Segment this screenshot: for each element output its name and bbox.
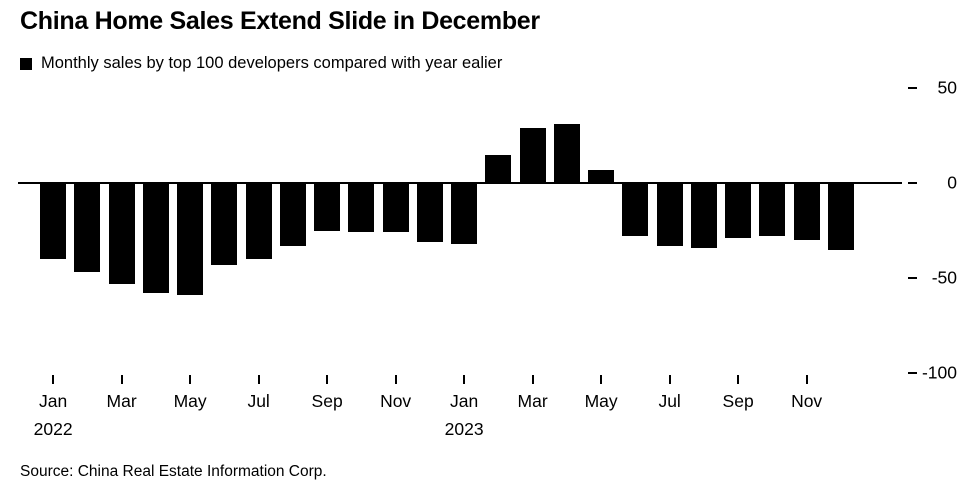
x-tick-label: May — [173, 391, 207, 411]
bar-aug-2023 — [690, 183, 717, 248]
chart-legend: Monthly sales by top 100 developers comp… — [20, 54, 502, 73]
x-tick-mark — [394, 375, 397, 384]
x-tick-label: Sep — [722, 391, 754, 411]
bar-nov-2023 — [793, 183, 820, 240]
x-tick-mark — [668, 375, 671, 384]
x-tick-mark — [531, 375, 534, 384]
bar-aug-2022 — [279, 183, 306, 246]
bar-oct-2022 — [348, 183, 375, 233]
x-tick-label: Jul — [247, 391, 270, 411]
bar-mar-2022 — [108, 183, 135, 284]
y-tick-mark — [908, 182, 917, 184]
bar-jul-2022 — [245, 183, 272, 259]
bar-oct-2023 — [759, 183, 786, 237]
bar-jan-2022 — [40, 183, 67, 259]
y-axis: 50 0 -50 -100 — [905, 79, 965, 381]
x-tick-mark — [52, 375, 55, 384]
x-tick-label: Sep — [311, 391, 343, 411]
bar-jan-2023 — [451, 183, 478, 244]
x-tick-label: Mar — [517, 391, 548, 411]
x-tick-mark — [737, 375, 740, 384]
x-axis: Jan 2022 Mar May Jul Sep Nov Jan 2023 Mar May Jul Se… — [20, 374, 898, 449]
x-tick-mark — [326, 375, 329, 384]
bar-mar-2023 — [519, 127, 546, 183]
bar-may-2023 — [588, 169, 615, 183]
bar-dec-2022 — [416, 183, 443, 242]
y-tick-label: -50 — [931, 267, 957, 288]
bar-jul-2023 — [656, 183, 683, 246]
bar-sep-2023 — [725, 183, 752, 239]
bar-apr-2022 — [142, 183, 169, 294]
x-tick-label: Nov — [791, 391, 823, 411]
x-tick-label: Jul — [658, 391, 681, 411]
x-tick-mark — [463, 375, 466, 384]
x-year-label: 2023 — [444, 419, 484, 439]
x-year-label: 2022 — [33, 419, 73, 439]
x-tick-mark — [805, 375, 808, 384]
x-tick-label: Nov — [380, 391, 412, 411]
chart-title: China Home Sales Extend Slide in Decembe… — [20, 7, 540, 35]
bar-nov-2022 — [382, 183, 409, 233]
bar-jun-2023 — [622, 183, 649, 237]
bar-apr-2023 — [553, 124, 580, 183]
x-tick-label: May — [584, 391, 618, 411]
bar-feb-2022 — [74, 183, 101, 273]
x-tick-label: Jan — [39, 391, 68, 411]
zero-baseline — [18, 182, 902, 184]
bar-jun-2022 — [211, 183, 238, 265]
y-tick-mark — [908, 372, 917, 374]
bar-may-2022 — [177, 183, 204, 296]
x-tick-label: Mar — [106, 391, 137, 411]
legend-label: Monthly sales by top 100 developers comp… — [41, 54, 503, 72]
bar-sep-2022 — [314, 183, 341, 231]
legend-square-icon — [20, 57, 32, 70]
y-tick-label: 50 — [937, 77, 957, 98]
source-note: Source: China Real Estate Information Co… — [20, 463, 327, 480]
y-tick-mark — [908, 277, 917, 279]
x-tick-label: Jan — [450, 391, 479, 411]
y-tick-label: 0 — [947, 172, 957, 193]
plot-area — [18, 88, 902, 373]
y-tick-label: -100 — [921, 362, 957, 383]
bar-dec-2023 — [827, 183, 854, 250]
y-tick-mark — [908, 87, 917, 89]
x-tick-mark — [189, 375, 192, 384]
x-tick-mark — [120, 375, 123, 384]
x-tick-mark — [257, 375, 260, 384]
bar-feb-2023 — [485, 154, 512, 183]
x-tick-mark — [600, 375, 603, 384]
